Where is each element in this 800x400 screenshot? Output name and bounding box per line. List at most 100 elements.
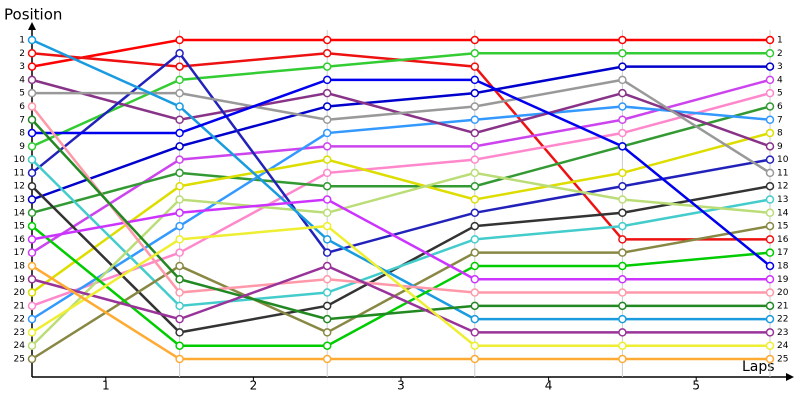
series-line (31, 105, 771, 321)
data-point (470, 88, 480, 98)
data-point (765, 314, 775, 324)
data-point (470, 314, 480, 324)
data-point (765, 181, 775, 191)
data-point (27, 115, 37, 124)
data-point (175, 168, 184, 178)
data-point (618, 341, 627, 350)
data-point (27, 75, 37, 85)
x-tick-label: 2 (250, 379, 258, 393)
data-point (765, 328, 775, 337)
y-tick-label-right: 7 (777, 115, 783, 125)
data-point (322, 354, 332, 364)
data-point (175, 155, 184, 164)
y-tick-label-right: 13 (777, 195, 788, 205)
series-line (31, 38, 770, 68)
data-point (322, 314, 332, 324)
series-line (31, 198, 770, 281)
y-tick-label-right: 11 (777, 168, 788, 178)
data-point (618, 115, 627, 124)
y-tick-label: 23 (14, 328, 25, 338)
y-tick-label: 25 (14, 355, 25, 365)
data-point (765, 235, 775, 244)
data-point (765, 288, 775, 297)
data-point (470, 35, 480, 45)
data-point (27, 328, 37, 337)
y-tick-label-right: 20 (777, 288, 789, 298)
data-point (322, 301, 332, 311)
data-point (175, 341, 184, 350)
y-tick-label: 22 (14, 315, 25, 325)
data-point (470, 354, 480, 364)
data-point (618, 168, 627, 178)
y-tick-label-right: 2 (777, 49, 783, 59)
data-point (765, 275, 775, 284)
data-point (765, 168, 775, 178)
data-point (765, 128, 775, 138)
y-tick-label-right: 24 (777, 341, 789, 351)
data-point (765, 102, 775, 111)
data-point (765, 221, 775, 231)
data-point (175, 88, 184, 98)
data-point (765, 115, 775, 124)
y-tick-label-right: 10 (777, 155, 789, 165)
data-point (765, 62, 775, 71)
data-point (322, 75, 332, 85)
data-point (470, 328, 480, 337)
data-point (470, 275, 480, 284)
data-point (618, 195, 627, 204)
data-point (470, 155, 480, 164)
y-tick-label-right: 5 (777, 89, 783, 99)
data-point (175, 115, 184, 124)
y-tick-label: 11 (14, 168, 25, 178)
data-point (618, 314, 627, 324)
data-point (618, 49, 627, 58)
series-line (31, 52, 770, 148)
data-point (470, 168, 480, 178)
data-point (322, 128, 332, 138)
data-point (470, 301, 480, 311)
data-point (618, 301, 627, 311)
data-point (322, 208, 332, 218)
data-point (27, 248, 37, 257)
data-point (175, 181, 184, 191)
data-point (322, 248, 332, 257)
data-point (618, 354, 627, 364)
data-point (27, 62, 37, 71)
data-point (470, 195, 480, 204)
data-point (470, 208, 480, 218)
data-point (322, 115, 332, 124)
data-point (618, 208, 627, 218)
data-point (322, 181, 332, 191)
y-tick-label: 21 (14, 301, 25, 311)
data-point (27, 261, 37, 271)
data-point (322, 35, 332, 45)
y-tick-label-right: 6 (777, 102, 783, 112)
data-point (27, 155, 37, 164)
y-tick-label-right: 4 (777, 75, 783, 85)
data-point (618, 35, 627, 45)
y-tick-label: 1 (19, 36, 25, 46)
series-line (32, 78, 771, 267)
y-tick-label-right: 25 (777, 355, 788, 365)
y-tick-label-right: 17 (777, 248, 788, 258)
y-tick-label: 12 (14, 182, 25, 192)
data-point (765, 354, 775, 364)
axis-arrow (786, 373, 794, 381)
y-tick-label-right: 23 (777, 328, 788, 338)
series-line (31, 65, 770, 201)
data-point (765, 88, 775, 98)
data-point (175, 208, 184, 218)
y-tick-label-right: 12 (777, 182, 788, 192)
data-point (322, 261, 332, 271)
data-point (175, 128, 184, 138)
data-point (322, 221, 332, 231)
data-point (470, 49, 480, 58)
data-point (322, 88, 332, 98)
data-point (618, 275, 627, 284)
data-point (470, 128, 480, 138)
data-point (175, 354, 184, 364)
data-point (27, 88, 37, 98)
y-tick-label: 19 (14, 275, 26, 285)
series-line (31, 105, 771, 214)
